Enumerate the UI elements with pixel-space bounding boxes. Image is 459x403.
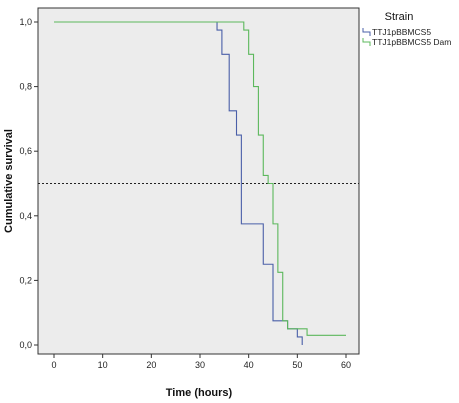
x-axis-title: Time (hours) [166, 387, 233, 399]
y-tick-label: 0,4 [19, 211, 32, 221]
y-tick-label: 0,0 [19, 340, 32, 350]
series-line-2 [54, 21, 346, 336]
plot-background [37, 7, 360, 355]
x-tick-label: 50 [292, 360, 302, 370]
x-tick-label: 10 [98, 360, 108, 370]
y-axis-title: Cumulative survival [3, 129, 15, 233]
x-tick-label: 30 [195, 360, 205, 370]
legend-swatch-1 [362, 28, 371, 36]
legend-label-1: TTJ1pBBMCS5 [372, 27, 431, 37]
x-tick-label: 0 [51, 360, 56, 370]
x-tick-label: 20 [146, 360, 156, 370]
x-tick-label: 40 [244, 360, 254, 370]
y-tick-label: 0,6 [19, 146, 32, 156]
legend-swatch-2 [362, 38, 371, 46]
y-tick-label: 0,8 [19, 82, 32, 92]
legend-label-2: TTJ1pBBMCS5 Dam [372, 37, 451, 47]
y-tick-label: 1,0 [19, 17, 32, 27]
legend-title: Strain [385, 11, 414, 23]
y-tick-label: 0,2 [19, 275, 32, 285]
x-tick-label: 60 [341, 360, 351, 370]
